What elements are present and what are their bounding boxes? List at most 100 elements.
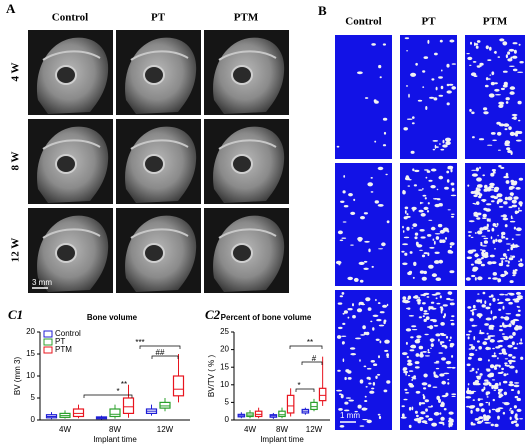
speckle [348, 193, 353, 197]
speckle [440, 403, 445, 408]
speckle [382, 304, 388, 308]
speckle [439, 143, 441, 145]
speckle [467, 56, 473, 61]
speckle [413, 295, 418, 299]
speckle [449, 336, 452, 340]
speckle [490, 132, 496, 135]
bone-speckles [465, 291, 524, 427]
speckle [518, 342, 523, 345]
speckle [428, 219, 433, 221]
speckle [498, 101, 505, 105]
speckle [482, 341, 488, 346]
legend-label: PT [55, 337, 65, 346]
speckle [449, 345, 454, 348]
speckle [372, 382, 376, 386]
speckle [414, 366, 420, 369]
speckle [496, 200, 500, 205]
speckle [489, 374, 494, 377]
speckle [416, 242, 419, 245]
speckle [406, 355, 409, 359]
xray-image [115, 118, 202, 205]
speckle [450, 168, 453, 173]
speckle [429, 338, 435, 342]
speckle [431, 273, 437, 278]
bone-speckles [401, 165, 457, 282]
speckle [477, 368, 480, 371]
speckle [466, 363, 471, 367]
speckle [467, 383, 470, 386]
speckle [504, 128, 508, 131]
speckle [504, 144, 510, 147]
speckle [510, 320, 516, 324]
bone-speckles [336, 43, 388, 148]
speckle [467, 231, 472, 233]
speckle [382, 117, 388, 121]
speckle [500, 273, 506, 278]
speckle [497, 239, 503, 243]
speckle [492, 170, 496, 174]
speckle [511, 199, 517, 204]
speckle [506, 364, 510, 367]
speckle [510, 182, 517, 186]
speckle [378, 324, 385, 327]
speckle [480, 263, 485, 267]
speckle [471, 249, 477, 252]
speckle [446, 83, 450, 87]
speckle [402, 225, 404, 229]
speckle [498, 308, 502, 311]
speckle [507, 292, 513, 294]
speckle [377, 302, 381, 305]
speckle [516, 343, 519, 345]
speckle [491, 227, 495, 232]
speckle [508, 383, 515, 387]
speckle [502, 305, 505, 310]
speckle [470, 236, 474, 238]
speckle [414, 236, 418, 240]
speckle [410, 344, 417, 349]
significance-bracket [301, 361, 323, 365]
speckle [433, 362, 440, 364]
speckle [466, 53, 470, 55]
speckle [502, 214, 507, 218]
speckle [362, 419, 368, 421]
bone-speckles [403, 37, 457, 154]
speckle [405, 372, 407, 376]
speckle [348, 399, 355, 402]
speckle [482, 213, 487, 218]
speckle [434, 203, 441, 208]
bone-speckles [336, 292, 391, 428]
speckle [443, 372, 450, 375]
speckle [446, 179, 450, 183]
speckle [489, 46, 492, 51]
speckle [338, 393, 342, 396]
speckle [403, 236, 410, 239]
speckle [512, 42, 518, 45]
speckle [343, 310, 348, 314]
speckle [505, 54, 508, 59]
speckle [511, 117, 516, 120]
speckle [358, 261, 365, 265]
speckle [487, 359, 490, 362]
speckle [487, 78, 491, 80]
speckle [511, 204, 518, 208]
speckle [486, 368, 491, 372]
x-tick-label: 8W [109, 425, 121, 434]
speckle [473, 190, 479, 195]
speckle [512, 331, 516, 336]
speckle [493, 366, 498, 370]
speckle [428, 417, 433, 421]
speckle [499, 393, 503, 398]
speckle [517, 309, 521, 312]
speckle [509, 409, 511, 411]
speckle [449, 245, 452, 249]
speckle [495, 94, 501, 96]
speckle [374, 200, 379, 204]
speckle [365, 297, 371, 302]
speckle [485, 391, 489, 396]
y-tick-label: 20 [26, 327, 35, 336]
speckle [386, 380, 391, 384]
speckle [515, 313, 521, 317]
speckle [368, 382, 372, 385]
speckle [375, 375, 378, 379]
